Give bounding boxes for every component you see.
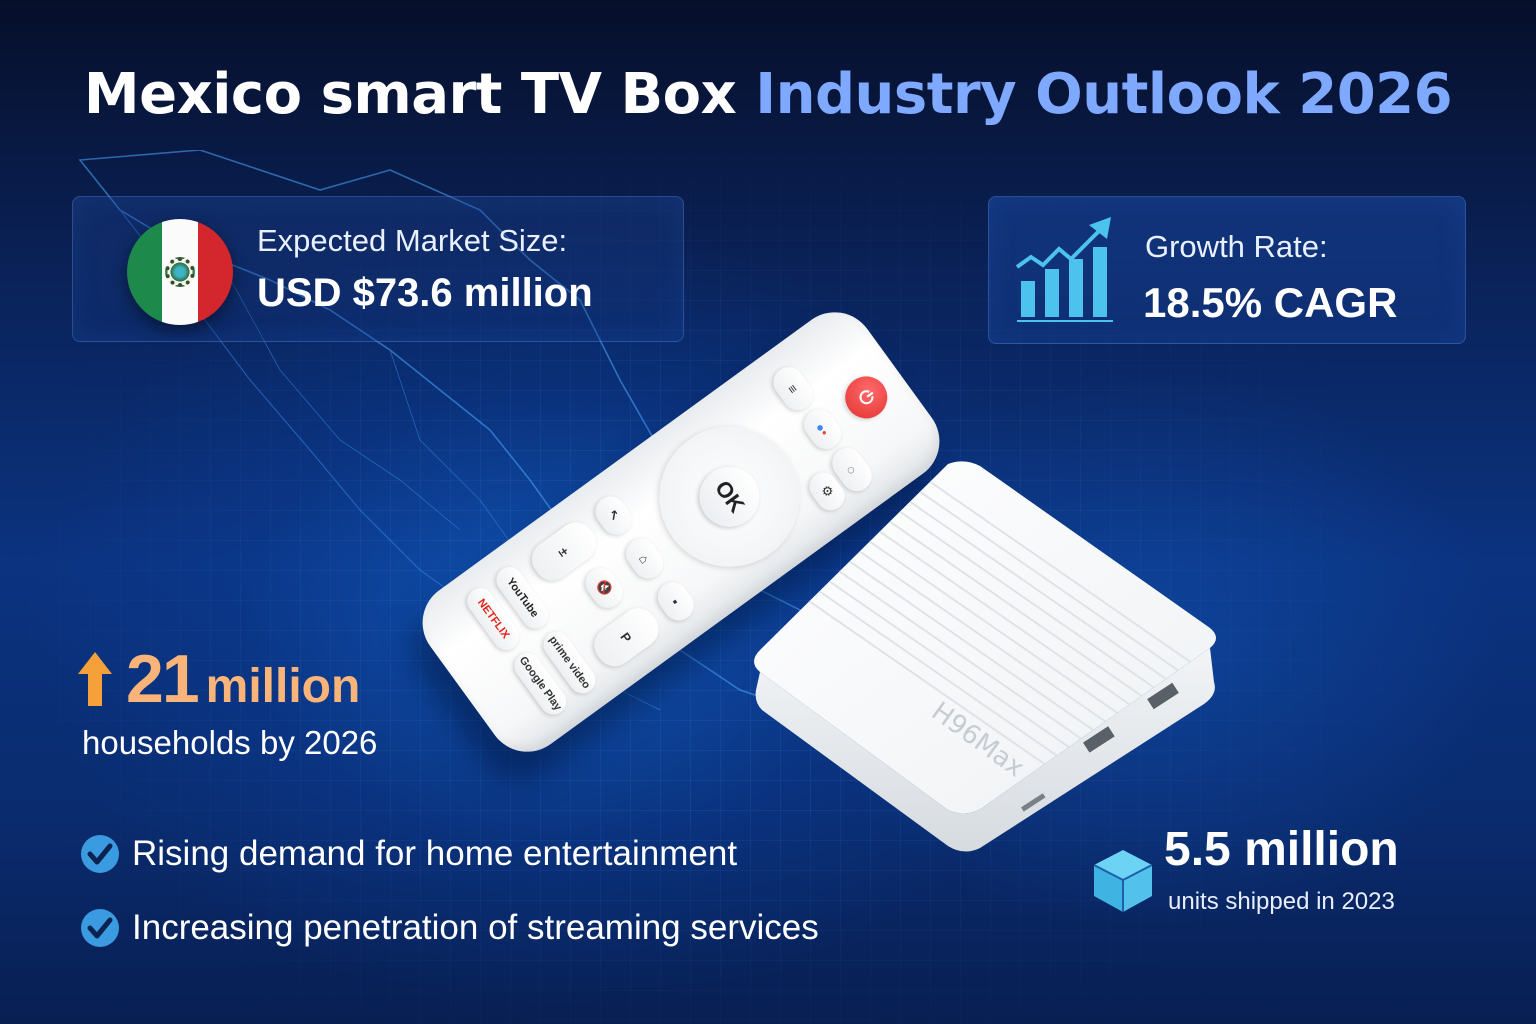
page-title: Mexico smart TV Box Industry Outlook 202…: [0, 62, 1536, 127]
mexico-flag-icon: [127, 219, 233, 325]
market-size-label: Expected Market Size:: [257, 223, 568, 258]
growth-chart-icon: [1015, 217, 1113, 322]
growth-rate-card: Growth Rate: 18.5% CAGR: [988, 196, 1466, 344]
growth-drivers-list: Rising demand for home entertainment Inc…: [80, 832, 819, 980]
product-image-tv-box: H96Max: [748, 458, 1224, 854]
households-number: 21: [126, 641, 200, 717]
households-caption: households by 2026: [82, 724, 378, 761]
title-part-2: Industry Outlook 2026: [755, 62, 1453, 127]
growth-rate-value: 18.5% CAGR: [1143, 279, 1398, 326]
households-unit: million: [205, 660, 361, 713]
driver-text: Increasing penetration of streaming serv…: [132, 908, 819, 947]
households-stat: 21 million households by 2026: [78, 640, 377, 762]
driver-text: Rising demand for home entertainment: [132, 834, 738, 873]
shipments-caption: units shipped in 2023: [1168, 888, 1395, 915]
title-part-1: Mexico smart TV Box: [83, 62, 737, 127]
check-circle-icon: [81, 909, 119, 947]
list-item: Increasing penetration of streaming serv…: [80, 906, 819, 950]
shipments-value: 5.5 million: [1164, 823, 1399, 876]
cube-icon: [1094, 850, 1152, 912]
market-size-value: USD $73.6 million: [257, 271, 593, 315]
check-circle-icon: [81, 835, 119, 873]
market-size-card: Expected Market Size: USD $73.6 million: [72, 196, 684, 342]
list-item: Rising demand for home entertainment: [80, 832, 819, 876]
arrow-up-icon: [78, 652, 112, 706]
growth-rate-label: Growth Rate:: [1145, 229, 1328, 264]
